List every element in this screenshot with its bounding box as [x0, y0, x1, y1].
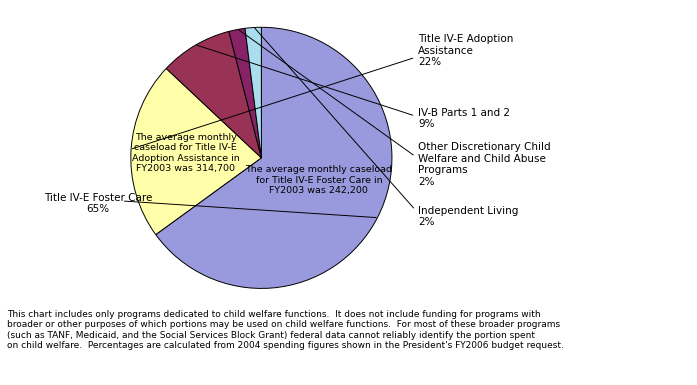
Wedge shape — [155, 27, 392, 288]
Text: Other Discretionary Child
Welfare and Child Abuse
Programs
2%: Other Discretionary Child Welfare and Ch… — [418, 142, 551, 187]
Text: This chart includes only programs dedicated to child welfare functions.  It does: This chart includes only programs dedica… — [7, 310, 564, 350]
Text: Title IV-E Foster Care
65%: Title IV-E Foster Care 65% — [44, 193, 153, 214]
Text: The average monthly
caseload for Title IV-E
Adoption Assistance in
FY2003 was 31: The average monthly caseload for Title I… — [132, 133, 240, 173]
Wedge shape — [229, 28, 261, 158]
Wedge shape — [245, 27, 261, 158]
Wedge shape — [131, 69, 261, 234]
Text: Independent Living
2%: Independent Living 2% — [418, 206, 519, 228]
Text: The average monthly caseload
for Title IV-E Foster Care in
FY2003 was 242,200: The average monthly caseload for Title I… — [245, 165, 392, 195]
Wedge shape — [166, 32, 261, 158]
Text: IV-B Parts 1 and 2
9%: IV-B Parts 1 and 2 9% — [418, 108, 510, 129]
Text: Title IV-E Adoption
Assistance
22%: Title IV-E Adoption Assistance 22% — [418, 34, 514, 67]
